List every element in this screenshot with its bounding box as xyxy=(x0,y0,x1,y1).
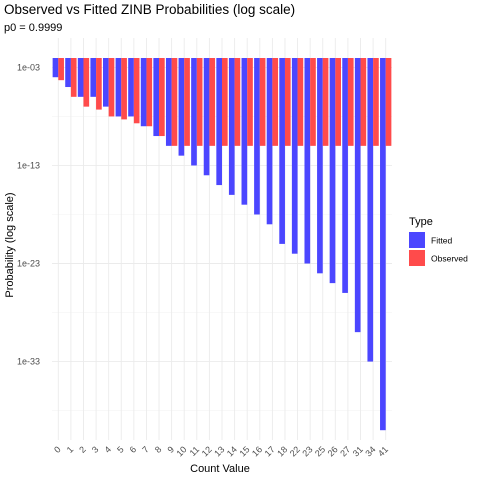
x-tick-label: 41 xyxy=(376,444,390,458)
x-tick-label: 10 xyxy=(174,444,188,458)
bar-fitted-0 xyxy=(52,58,59,78)
bar-observed-10 xyxy=(184,58,190,146)
bar-observed-8 xyxy=(159,58,165,137)
y-tick-label: 1e-23 xyxy=(17,259,40,269)
bar-observed-25 xyxy=(322,58,329,146)
x-tick-label: 5 xyxy=(115,444,126,455)
bar-fitted-3 xyxy=(90,58,97,97)
chart-subtitle: p0 = 0.9999 xyxy=(4,22,62,34)
bar-observed-4 xyxy=(108,58,115,117)
bar-observed-5 xyxy=(121,58,127,120)
bar-observed-12 xyxy=(209,58,216,146)
legend-label-observed: Observed xyxy=(431,254,468,264)
bar-fitted-18 xyxy=(279,58,285,244)
bar-fitted-15 xyxy=(241,58,248,205)
x-axis-label: Count Value xyxy=(190,463,250,475)
x-tick-label: 1 xyxy=(65,444,76,455)
bar-fitted-13 xyxy=(216,58,222,186)
bar-observed-26 xyxy=(335,58,341,146)
y-tick-label: 1e-03 xyxy=(17,62,40,72)
bar-observed-31 xyxy=(360,58,367,146)
bar-fitted-25 xyxy=(317,58,323,274)
bar-fitted-41 xyxy=(380,58,386,431)
bar-fitted-26 xyxy=(329,58,336,284)
bar-observed-18 xyxy=(284,58,291,146)
x-tick-label: 8 xyxy=(153,444,164,455)
bar-fitted-1 xyxy=(65,58,71,88)
bar-observed-14 xyxy=(234,58,241,146)
bar-observed-17 xyxy=(272,58,279,146)
bar-fitted-34 xyxy=(367,58,374,362)
bar-observed-0 xyxy=(58,58,64,81)
bar-observed-1 xyxy=(70,58,77,97)
bars xyxy=(52,58,392,431)
bar-observed-7 xyxy=(146,58,153,127)
chart-title: Observed vs Fitted ZINB Probabilities (l… xyxy=(4,2,295,17)
bar-fitted-9 xyxy=(165,58,172,146)
legend: Type Fitted Observed xyxy=(409,216,468,266)
bar-observed-34 xyxy=(373,58,379,146)
x-tick-label: 4 xyxy=(102,444,113,455)
bar-fitted-4 xyxy=(103,58,109,107)
y-tick-label: 1e-13 xyxy=(17,160,40,170)
bar-fitted-14 xyxy=(228,58,235,195)
bar-observed-6 xyxy=(133,58,140,124)
x-tick-label: 6 xyxy=(128,444,139,455)
y-axis-label: Probability (log scale) xyxy=(4,192,16,297)
bar-observed-13 xyxy=(222,58,228,146)
legend-swatch-fitted xyxy=(409,232,425,248)
x-tick-label: 7 xyxy=(140,444,151,455)
bar-fitted-16 xyxy=(254,58,260,215)
bar-fitted-8 xyxy=(153,58,160,137)
x-tick-label: 2 xyxy=(77,444,88,455)
bar-fitted-10 xyxy=(178,58,185,156)
x-axis-ticks: 0 1 2 3 4 5 6 7 8 9101112131415161718222325262731… xyxy=(52,444,390,458)
bar-observed-16 xyxy=(259,58,266,146)
legend-label-fitted: Fitted xyxy=(431,236,453,246)
x-tick-label: 9 xyxy=(165,444,176,455)
bar-observed-2 xyxy=(83,58,90,107)
bar-fitted-12 xyxy=(203,58,210,176)
legend-title: Type xyxy=(409,216,433,228)
y-axis-ticks: 1e-03 1e-13 1e-23 1e-33 xyxy=(17,62,40,366)
bar-observed-11 xyxy=(196,58,203,146)
bar-observed-9 xyxy=(171,58,178,146)
bar-fitted-27 xyxy=(342,58,348,293)
y-tick-label: 1e-33 xyxy=(17,357,40,367)
x-tick-label: 0 xyxy=(52,444,63,455)
bar-fitted-23 xyxy=(304,58,311,264)
plot-area xyxy=(52,38,392,440)
bar-fitted-17 xyxy=(266,58,273,225)
bar-fitted-6 xyxy=(128,58,134,117)
bar-fitted-5 xyxy=(115,58,122,117)
bar-observed-3 xyxy=(96,58,102,110)
bar-observed-15 xyxy=(247,58,253,146)
bar-fitted-11 xyxy=(191,58,197,166)
bar-observed-23 xyxy=(310,58,316,146)
bar-observed-22 xyxy=(297,58,304,146)
x-tick-label: 3 xyxy=(90,444,101,455)
bar-fitted-31 xyxy=(354,58,361,333)
bar-observed-41 xyxy=(385,58,392,146)
bar-fitted-2 xyxy=(77,58,84,97)
bar-fitted-7 xyxy=(140,58,147,127)
legend-swatch-observed xyxy=(409,250,425,266)
bar-observed-27 xyxy=(347,58,354,146)
bar-fitted-22 xyxy=(291,58,298,254)
